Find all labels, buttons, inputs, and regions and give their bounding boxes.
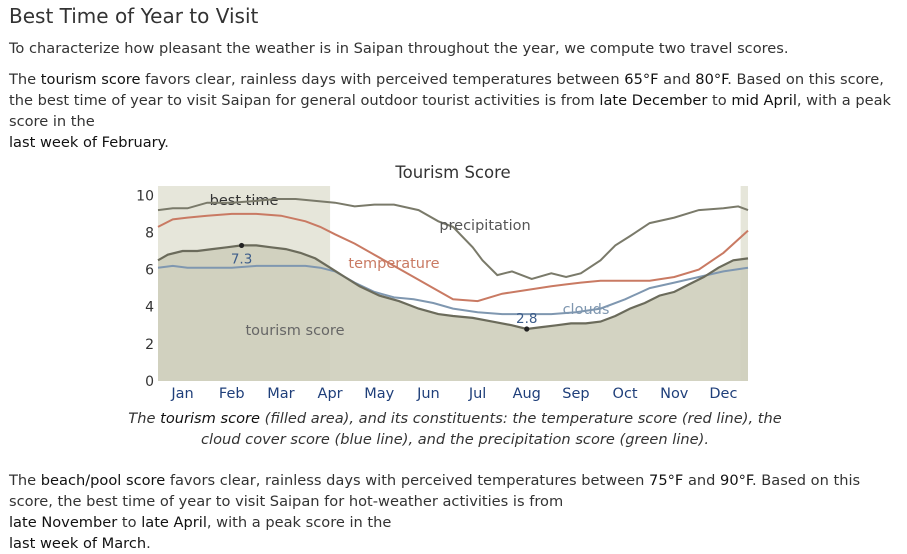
x-tick-label: Jan bbox=[170, 386, 193, 402]
clouds-line bbox=[157, 264, 749, 316]
y-tick-label: 4 bbox=[145, 300, 154, 316]
annotation-point bbox=[238, 242, 245, 249]
x-tick-label: May bbox=[364, 386, 394, 402]
x-tick-label: Jul bbox=[468, 386, 487, 402]
x-tick-label: Aug bbox=[513, 386, 541, 402]
tourism-score-label: tourism score bbox=[246, 323, 345, 339]
intro-paragraph: To characterize how pleasant the weather… bbox=[9, 40, 789, 57]
chart-caption: The tourism score (filled area), and its… bbox=[128, 410, 782, 448]
tourism-score-line bbox=[157, 244, 749, 331]
x-tick-label: Mar bbox=[267, 386, 294, 402]
y-tick-label: 2 bbox=[145, 337, 154, 353]
clouds-label: clouds bbox=[563, 302, 610, 318]
x-tick-label: Nov bbox=[660, 386, 689, 402]
caption-tourism-term: tourism score bbox=[160, 410, 261, 427]
annotation-label: 2.8 bbox=[516, 311, 537, 327]
x-tick-label: Dec bbox=[709, 386, 737, 402]
x-tick-label: Jun bbox=[416, 386, 440, 402]
x-tick-label: Feb bbox=[219, 386, 245, 402]
beach-score-term: beach/pool score bbox=[40, 472, 166, 489]
y-tick-label: 6 bbox=[145, 263, 154, 279]
tourism-paragraph: The tourism score favors clear, rainless… bbox=[9, 71, 891, 151]
page-title: Best Time of Year to Visit bbox=[9, 4, 259, 28]
annotation-label: 7.3 bbox=[231, 251, 252, 267]
tourism-score-chart: Tourism Score best time precipitation tempe… bbox=[0, 155, 907, 415]
tourism-score-term: tourism score bbox=[40, 71, 141, 88]
temperature-line bbox=[157, 212, 749, 303]
tourism-score-area bbox=[158, 245, 748, 381]
x-tick-label: Sep bbox=[562, 386, 589, 402]
annotation-point bbox=[524, 326, 530, 332]
chart-title: Tourism Score bbox=[394, 163, 510, 182]
temperature-label: temperature bbox=[348, 256, 439, 272]
y-tick-label: 10 bbox=[136, 188, 154, 204]
y-tick-label: 0 bbox=[145, 374, 154, 390]
beach-paragraph: The beach/pool score favors clear, rainl… bbox=[9, 472, 861, 552]
precipitation-line bbox=[157, 198, 749, 280]
x-tick-label: Oct bbox=[613, 386, 638, 402]
x-tick-label: Apr bbox=[318, 386, 343, 402]
precipitation-label: precipitation bbox=[439, 218, 530, 234]
y-tick-label: 8 bbox=[145, 225, 154, 241]
